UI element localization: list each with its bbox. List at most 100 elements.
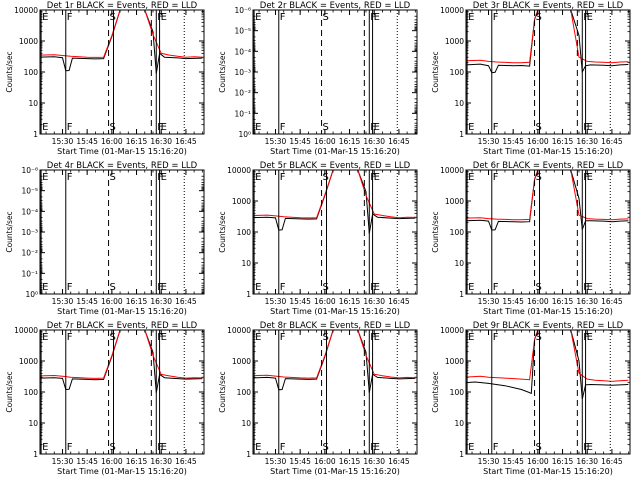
plot-frame — [252, 169, 418, 295]
event-marker-label: F — [370, 12, 376, 23]
y-tick-label: 100 — [450, 228, 465, 237]
event-marker-label: F — [67, 282, 73, 293]
event-marker-label: E — [255, 332, 261, 343]
event-marker-label: E — [468, 12, 474, 23]
y-axis-label: Counts/sec — [431, 51, 440, 92]
event-marker-label: E — [255, 282, 261, 293]
event-marker-label: E — [468, 172, 474, 183]
event-marker-label: F — [493, 12, 499, 23]
panel-title: Det 7r BLACK = Events, RED = LLD — [47, 321, 198, 331]
event-marker-label: E — [42, 12, 48, 23]
y-tick-label: 10⁻⁶ — [234, 6, 251, 15]
y-tick-label: 10 — [454, 259, 464, 268]
x-axis-label: Start Time (01-Mar-15 15:16:20) — [270, 147, 400, 156]
panel-title: Det 2r BLACK = Events, RED = LLD — [260, 1, 411, 11]
event-marker-label: E — [468, 442, 474, 453]
x-tick-label: 16:30 — [363, 297, 385, 306]
x-tick-label: 15:30 — [478, 137, 500, 146]
y-tick-label: 1 — [459, 130, 464, 139]
x-axis-label: Start Time (01-Mar-15 15:16:20) — [57, 467, 187, 476]
panel: Det 9r BLACK = Events, RED = LLDEEFFSSFF… — [431, 321, 631, 476]
x-tick-label: 15:45 — [502, 137, 524, 146]
x-tick-label: 15:30 — [52, 457, 74, 466]
event-marker-label: E — [42, 442, 48, 453]
event-marker-label: S — [536, 12, 542, 23]
x-axis-label: Start Time (01-Mar-15 15:16:20) — [57, 307, 187, 316]
y-axis-label: Counts/sec — [218, 51, 227, 92]
event-marker-label: F — [157, 122, 163, 133]
event-marker-label: F — [67, 442, 73, 453]
y-axis-label: Counts/sec — [218, 371, 227, 412]
x-axis-label: Start Time (01-Mar-15 15:16:20) — [270, 307, 400, 316]
y-tick-label: 10⁻⁶ — [21, 166, 38, 175]
series-line — [466, 330, 629, 382]
event-marker-label: E — [161, 172, 167, 183]
event-marker-label: F — [493, 172, 499, 183]
event-marker-label: S — [323, 442, 329, 453]
panel-title: Det 5r BLACK = Events, RED = LLD — [260, 161, 411, 171]
event-marker-label: E — [374, 172, 380, 183]
y-axis-label: Counts/sec — [431, 371, 440, 412]
event-marker-label: E — [42, 332, 48, 343]
event-marker-label: F — [493, 332, 499, 343]
event-marker-label: S — [323, 172, 329, 183]
y-axis-label: Counts/sec — [218, 211, 227, 252]
event-marker-label: F — [370, 282, 376, 293]
y-tick-label: 10 — [241, 259, 251, 268]
x-tick-label: 15:30 — [52, 297, 74, 306]
event-marker-label: F — [583, 122, 589, 133]
x-tick-label: 16:00 — [101, 137, 123, 146]
y-tick-label: 10⁻² — [234, 89, 251, 98]
event-marker-label: F — [493, 282, 499, 293]
y-tick-label: 10⁰ — [238, 130, 251, 139]
x-tick-label: 15:30 — [478, 297, 500, 306]
series-line — [466, 170, 629, 221]
event-marker-label: E — [255, 172, 261, 183]
y-axis-label: Counts/sec — [5, 371, 14, 412]
x-tick-label: 16:30 — [576, 137, 598, 146]
event-marker-label: E — [161, 282, 167, 293]
panel: Det 5r BLACK = Events, RED = LLDEEFFSSFF… — [218, 161, 418, 316]
y-tick-label: 100 — [450, 388, 465, 397]
x-tick-label: 15:30 — [265, 457, 287, 466]
y-tick-label: 10⁻³ — [21, 228, 38, 237]
x-tick-label: 15:45 — [289, 297, 311, 306]
panel: Det 7r BLACK = Events, RED = LLDEEFFSSFF… — [5, 321, 205, 476]
event-marker-label: E — [42, 122, 48, 133]
event-marker-label: E — [161, 332, 167, 343]
event-marker-label: E — [161, 12, 167, 23]
x-tick-label: 16:00 — [101, 457, 123, 466]
event-marker-label: F — [280, 122, 286, 133]
panel: Det 2r BLACK = Events, RED = LLDEEFFSSFF… — [218, 1, 418, 156]
panel: Det 6r BLACK = Events, RED = LLDEEFFSSFF… — [431, 161, 631, 316]
x-tick-label: 16:30 — [150, 297, 172, 306]
y-tick-label: 10 — [241, 419, 251, 428]
y-tick-label: 1 — [459, 450, 464, 459]
x-tick-label: 15:45 — [76, 457, 98, 466]
event-marker-label: E — [468, 122, 474, 133]
y-tick-label: 1 — [246, 450, 251, 459]
y-tick-label: 10⁻⁵ — [234, 27, 251, 36]
y-tick-label: 100 — [237, 388, 252, 397]
plot-frame — [465, 329, 631, 455]
x-tick-label: 16:30 — [150, 137, 172, 146]
x-tick-label: 16:45 — [601, 297, 623, 306]
event-marker-label: F — [370, 122, 376, 133]
x-tick-label: 16:15 — [126, 297, 148, 306]
panel-title: Det 1r BLACK = Events, RED = LLD — [47, 1, 198, 11]
y-tick-label: 1000 — [19, 37, 38, 46]
event-marker-label: E — [587, 172, 593, 183]
x-axis-label: Start Time (01-Mar-15 15:16:20) — [270, 467, 400, 476]
panel-title: Det 8r BLACK = Events, RED = LLD — [260, 321, 411, 331]
x-tick-label: 16:30 — [363, 457, 385, 466]
y-tick-label: 10 — [28, 99, 38, 108]
x-tick-label: 16:00 — [527, 137, 549, 146]
panel-title: Det 6r BLACK = Events, RED = LLD — [473, 161, 624, 171]
x-tick-label: 16:15 — [126, 457, 148, 466]
event-marker-label: S — [110, 122, 116, 133]
event-marker-label: F — [493, 442, 499, 453]
y-tick-label: 10⁻² — [21, 249, 38, 258]
y-tick-label: 10⁻⁴ — [234, 47, 251, 56]
y-tick-label: 10000 — [227, 326, 251, 335]
event-marker-label: F — [280, 282, 286, 293]
